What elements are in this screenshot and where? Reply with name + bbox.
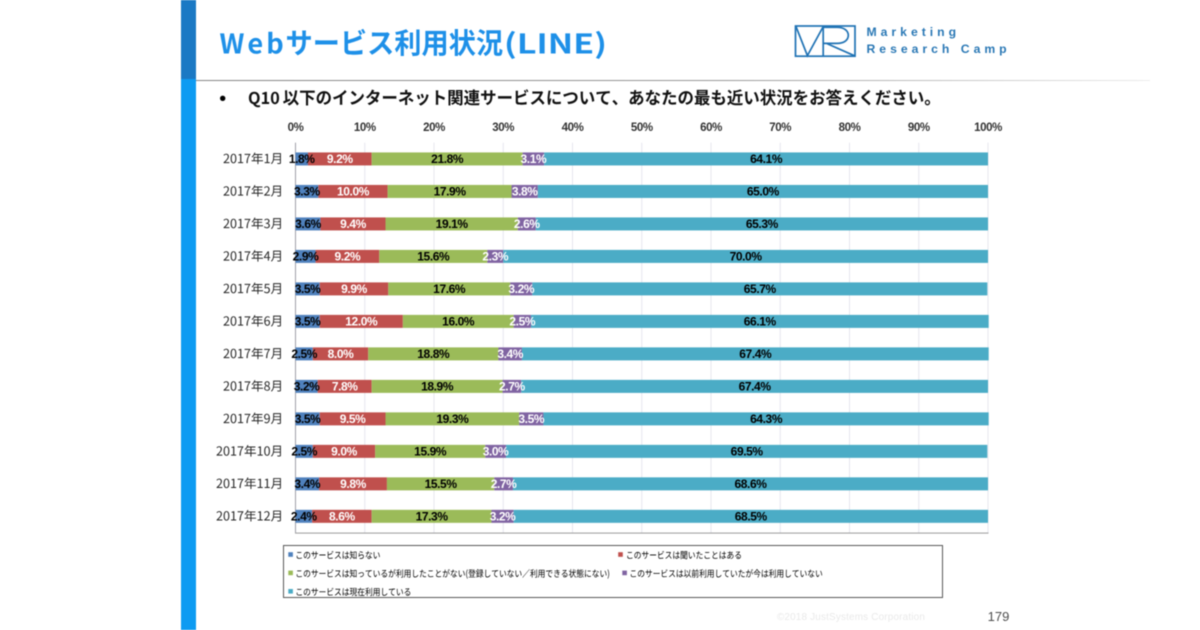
svg-text:15.5%: 15.5% <box>425 477 458 491</box>
svg-text:9.5%: 9.5% <box>340 412 366 426</box>
svg-text:3.5%: 3.5% <box>295 282 321 296</box>
svg-text:17.6%: 17.6% <box>433 282 466 296</box>
svg-text:40%: 40% <box>562 122 584 134</box>
svg-text:64.1%: 64.1% <box>750 152 783 166</box>
svg-text:19.3%: 19.3% <box>436 412 469 426</box>
svg-text:15.6%: 15.6% <box>417 250 450 264</box>
svg-text:17.3%: 17.3% <box>416 510 449 524</box>
svg-text:12.0%: 12.0% <box>345 315 378 329</box>
svg-text:68.5%: 68.5% <box>735 510 768 524</box>
svg-text:90%: 90% <box>908 122 930 134</box>
svg-text:50%: 50% <box>631 122 653 134</box>
svg-text:3.4%: 3.4% <box>294 477 320 491</box>
svg-text:179: 179 <box>988 609 1010 624</box>
svg-text:64.3%: 64.3% <box>750 412 783 426</box>
svg-text:9.8%: 9.8% <box>340 477 366 491</box>
svg-text:66.1%: 66.1% <box>744 315 777 329</box>
svg-text:2.6%: 2.6% <box>514 217 540 231</box>
svg-text:65.3%: 65.3% <box>746 217 779 231</box>
svg-text:1.8%: 1.8% <box>289 152 315 166</box>
svg-text:©2018 JustSystems Corporation: ©2018 JustSystems Corporation <box>777 612 925 623</box>
svg-text:19.1%: 19.1% <box>436 217 469 231</box>
svg-text:65.0%: 65.0% <box>747 185 780 199</box>
svg-text:2.5%: 2.5% <box>291 347 317 361</box>
svg-text:3.2%: 3.2% <box>508 282 534 296</box>
svg-text:9.9%: 9.9% <box>341 282 367 296</box>
svg-text:69.5%: 69.5% <box>731 445 764 459</box>
svg-text:20%: 20% <box>423 122 445 134</box>
svg-text:65.7%: 65.7% <box>744 282 777 296</box>
svg-text:2.7%: 2.7% <box>499 380 525 394</box>
svg-text:2.7%: 2.7% <box>491 477 517 491</box>
svg-text:60%: 60% <box>700 122 722 134</box>
svg-text:70%: 70% <box>769 122 791 134</box>
svg-text:Research Camp: Research Camp <box>867 42 1011 56</box>
svg-text:16.0%: 16.0% <box>442 315 475 329</box>
svg-text:8.6%: 8.6% <box>329 510 355 524</box>
svg-text:0%: 0% <box>288 122 304 134</box>
svg-text:10%: 10% <box>354 122 376 134</box>
svg-text:10.0%: 10.0% <box>337 185 370 199</box>
svg-text:67.4%: 67.4% <box>739 347 772 361</box>
svg-text:2.3%: 2.3% <box>482 250 508 264</box>
svg-text:9.0%: 9.0% <box>331 445 357 459</box>
svg-text:2.4%: 2.4% <box>291 510 317 524</box>
svg-text:3.8%: 3.8% <box>512 185 538 199</box>
svg-text:30%: 30% <box>492 122 514 134</box>
svg-text:3.6%: 3.6% <box>295 217 321 231</box>
svg-text:3.5%: 3.5% <box>295 412 321 426</box>
svg-text:67.4%: 67.4% <box>739 380 772 394</box>
svg-text:2.5%: 2.5% <box>291 445 317 459</box>
svg-text:70.0%: 70.0% <box>730 250 763 264</box>
svg-text:2.5%: 2.5% <box>509 315 535 329</box>
svg-text:3.5%: 3.5% <box>295 315 321 329</box>
svg-text:9.2%: 9.2% <box>327 152 353 166</box>
svg-text:3.2%: 3.2% <box>490 510 516 524</box>
svg-text:80%: 80% <box>839 122 861 134</box>
svg-text:17.9%: 17.9% <box>434 185 467 199</box>
svg-text:3.5%: 3.5% <box>518 412 544 426</box>
svg-text:9.4%: 9.4% <box>340 217 366 231</box>
svg-text:2.9%: 2.9% <box>293 250 319 264</box>
svg-text:8.0%: 8.0% <box>328 347 354 361</box>
svg-text:18.9%: 18.9% <box>421 380 454 394</box>
svg-text:3.4%: 3.4% <box>497 347 523 361</box>
svg-text:3.0%: 3.0% <box>483 445 509 459</box>
svg-text:3.1%: 3.1% <box>521 152 547 166</box>
svg-text:100%: 100% <box>974 122 1002 134</box>
svg-text:9.2%: 9.2% <box>335 250 361 264</box>
svg-text:18.8%: 18.8% <box>417 347 450 361</box>
svg-text:Marketing: Marketing <box>867 25 961 39</box>
svg-text:3.3%: 3.3% <box>294 185 320 199</box>
svg-text:15.9%: 15.9% <box>414 445 447 459</box>
svg-text:21.8%: 21.8% <box>431 152 464 166</box>
svg-text:3.2%: 3.2% <box>294 380 320 394</box>
svg-text:7.8%: 7.8% <box>332 380 358 394</box>
svg-text:68.6%: 68.6% <box>734 477 767 491</box>
